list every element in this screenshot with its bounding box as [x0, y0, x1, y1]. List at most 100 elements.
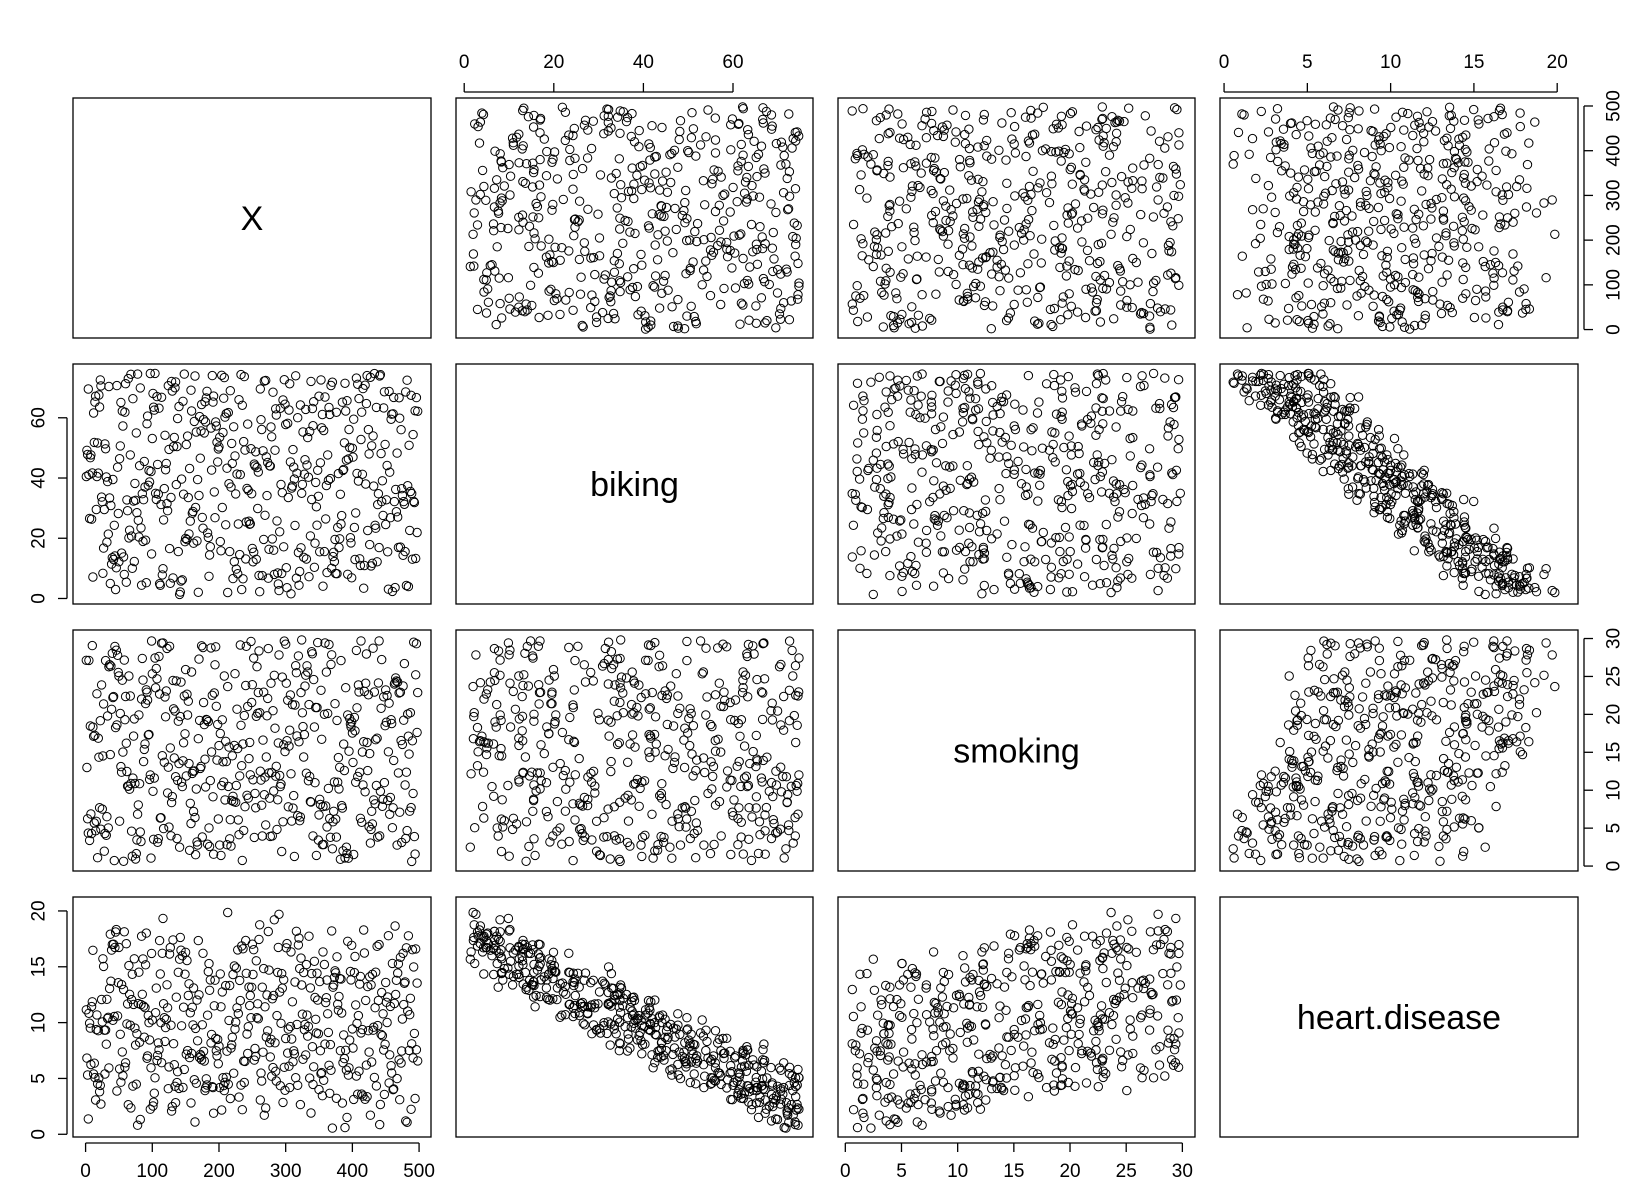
data-point — [967, 241, 977, 251]
data-point — [852, 281, 862, 291]
data-point — [273, 579, 283, 589]
data-point — [1154, 398, 1165, 409]
data-point — [1079, 520, 1089, 531]
data-point — [468, 249, 479, 259]
data-point — [302, 661, 312, 671]
data-point — [90, 1095, 101, 1105]
data-point — [736, 298, 747, 308]
data-point — [1508, 275, 1518, 285]
data-point — [608, 308, 619, 319]
data-point — [931, 458, 942, 468]
data-point — [274, 650, 284, 660]
data-point — [791, 136, 801, 146]
data-point — [193, 587, 204, 597]
data-point — [223, 407, 234, 418]
data-point — [357, 747, 368, 757]
data-point — [1512, 181, 1522, 192]
data-point — [1374, 311, 1385, 321]
data-point — [238, 574, 248, 584]
data-point — [964, 171, 974, 181]
data-point — [1383, 455, 1393, 465]
data-point — [508, 686, 518, 697]
data-point — [954, 525, 964, 535]
data-point — [104, 660, 115, 670]
data-point — [490, 717, 500, 727]
data-point — [491, 319, 501, 330]
data-point — [1027, 446, 1037, 456]
data-point — [1175, 180, 1186, 190]
data-point — [494, 273, 504, 283]
data-point — [1459, 169, 1470, 180]
data-point — [995, 408, 1005, 419]
data-point — [327, 377, 338, 387]
data-point — [1146, 496, 1156, 507]
data-point — [333, 752, 344, 763]
data-point — [400, 546, 410, 557]
data-point — [667, 853, 677, 863]
data-point — [783, 205, 793, 215]
data-point — [686, 133, 697, 143]
data-point — [1277, 166, 1287, 176]
data-point — [339, 765, 350, 776]
data-point — [387, 718, 397, 729]
data-point — [156, 813, 166, 823]
data-point — [692, 236, 702, 247]
data-point — [309, 562, 320, 572]
data-point — [1326, 152, 1336, 162]
data-point — [907, 483, 917, 493]
data-point — [1367, 464, 1377, 475]
data-point — [872, 463, 882, 473]
data-point — [1097, 102, 1108, 112]
data-point — [930, 206, 941, 217]
data-point — [1495, 670, 1506, 680]
data-point — [1286, 168, 1296, 178]
data-point — [1127, 183, 1137, 194]
data-point — [351, 1000, 361, 1010]
data-point — [979, 580, 989, 591]
data-point — [374, 636, 384, 646]
data-point — [120, 691, 131, 702]
data-point — [1449, 676, 1459, 686]
data-point — [685, 263, 695, 273]
data-point — [701, 132, 711, 142]
data-point — [1023, 195, 1033, 206]
data-point — [92, 853, 103, 863]
data-point — [557, 243, 567, 253]
data-point — [92, 438, 103, 448]
data-point — [334, 991, 344, 1002]
data-point — [1171, 164, 1181, 174]
data-point — [378, 1009, 388, 1019]
data-point — [1326, 465, 1336, 476]
data-point — [1233, 127, 1244, 138]
data-point — [1270, 413, 1281, 423]
data-point — [116, 767, 127, 777]
data-point — [1128, 253, 1138, 264]
data-point — [885, 534, 895, 544]
data-point — [192, 536, 202, 546]
data-point — [141, 578, 152, 588]
data-point — [1350, 172, 1360, 183]
data-point — [982, 135, 992, 146]
data-point — [241, 680, 251, 691]
data-point — [101, 472, 112, 482]
data-point — [257, 570, 267, 581]
data-point — [208, 391, 219, 401]
data-point — [988, 197, 998, 207]
data-point — [790, 251, 800, 261]
data-point — [321, 801, 331, 811]
data-point — [295, 812, 306, 822]
data-point — [221, 520, 231, 530]
data-point — [119, 655, 130, 665]
data-point — [716, 172, 726, 182]
data-point — [1384, 479, 1395, 490]
data-point — [1315, 455, 1325, 465]
data-point — [235, 975, 245, 986]
data-point — [1494, 105, 1505, 116]
data-point — [211, 417, 221, 427]
data-point — [901, 204, 911, 214]
panel-frame — [1219, 97, 1579, 339]
data-point — [493, 831, 503, 841]
data-point — [1438, 753, 1449, 764]
data-point — [124, 784, 135, 794]
data-point — [1358, 249, 1369, 260]
